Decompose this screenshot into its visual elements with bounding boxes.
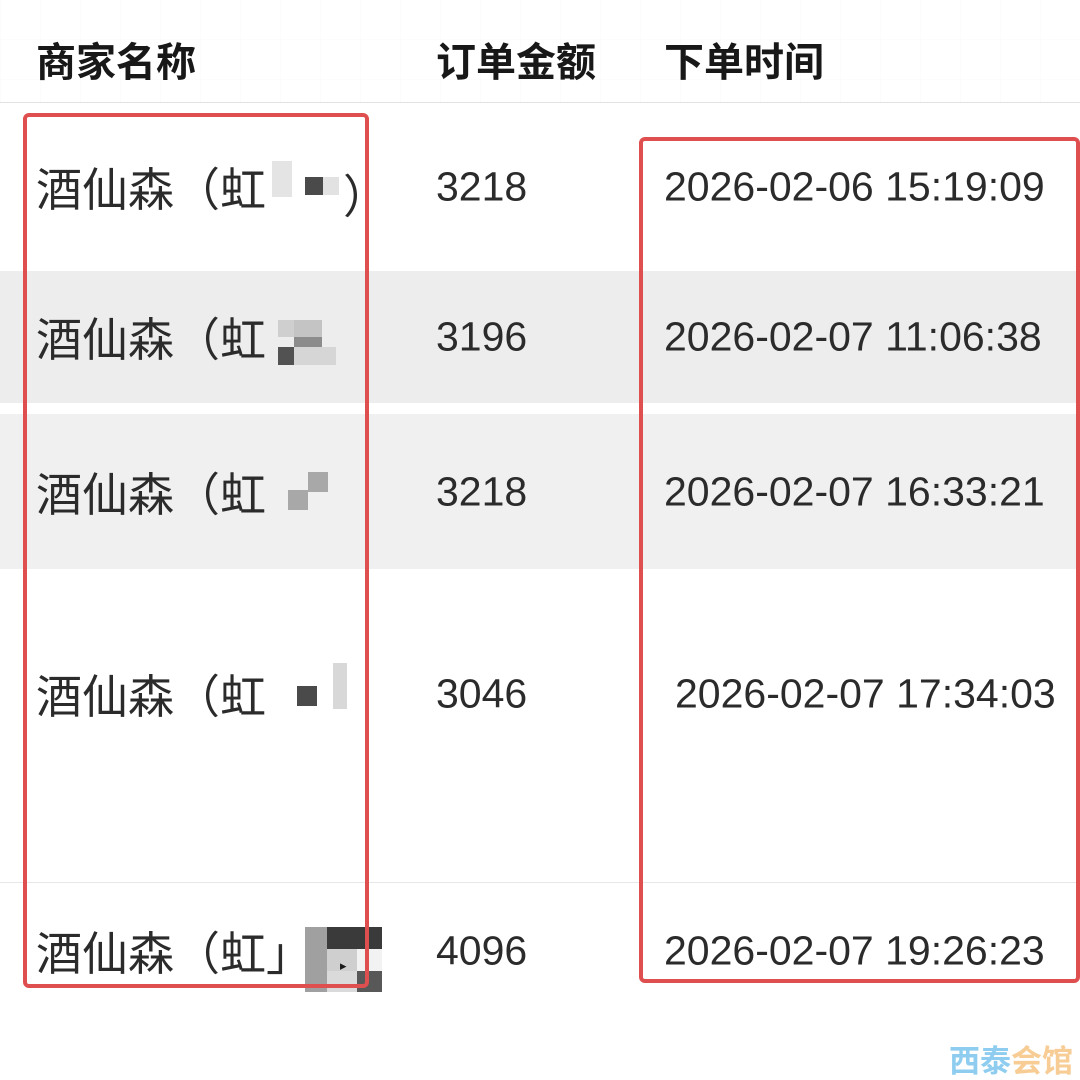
svg-text:西泰会馆: 西泰会馆 — [949, 1036, 1073, 1080]
